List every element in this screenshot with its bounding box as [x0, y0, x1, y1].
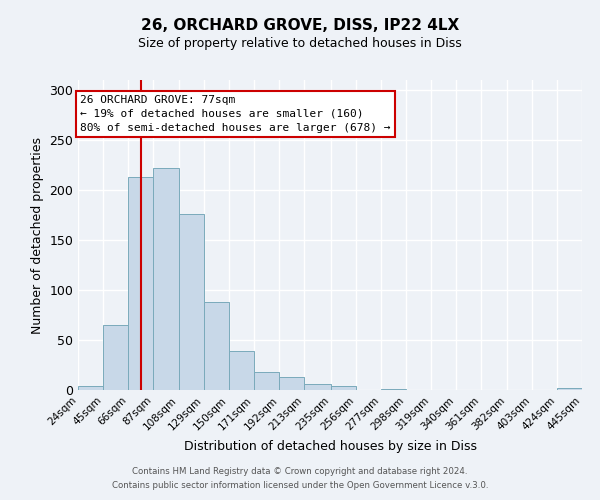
Bar — [128, 177, 154, 390]
Bar — [254, 372, 279, 390]
Bar — [381, 389, 406, 390]
Text: 26, ORCHARD GROVE, DISS, IP22 4LX: 26, ORCHARD GROVE, DISS, IP22 4LX — [141, 18, 459, 32]
Bar — [204, 302, 229, 390]
Bar — [331, 386, 356, 390]
Bar — [154, 168, 179, 390]
Bar — [304, 384, 331, 390]
X-axis label: Distribution of detached houses by size in Diss: Distribution of detached houses by size … — [184, 440, 476, 453]
Text: Size of property relative to detached houses in Diss: Size of property relative to detached ho… — [138, 38, 462, 51]
Text: 26 ORCHARD GROVE: 77sqm
← 19% of detached houses are smaller (160)
80% of semi-d: 26 ORCHARD GROVE: 77sqm ← 19% of detache… — [80, 95, 391, 133]
Text: Contains HM Land Registry data © Crown copyright and database right 2024.: Contains HM Land Registry data © Crown c… — [132, 467, 468, 476]
Bar — [279, 377, 304, 390]
Bar — [78, 386, 103, 390]
Bar — [557, 388, 582, 390]
Bar — [229, 351, 254, 390]
Y-axis label: Number of detached properties: Number of detached properties — [31, 136, 44, 334]
Bar — [103, 325, 128, 390]
Text: Contains public sector information licensed under the Open Government Licence v.: Contains public sector information licen… — [112, 481, 488, 490]
Bar — [179, 214, 204, 390]
